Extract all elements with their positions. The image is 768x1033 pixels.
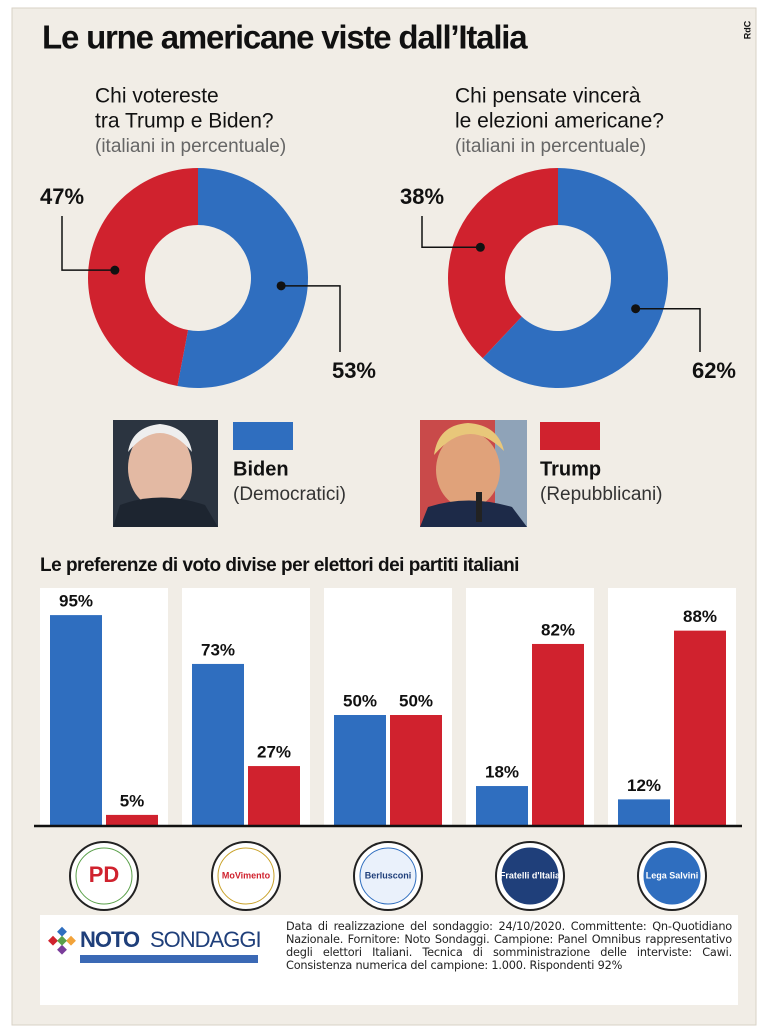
pie-subtitle: (italiani in percentuale) xyxy=(455,136,646,157)
legend-swatch xyxy=(233,422,293,450)
footer-note: Data di realizzazione del sondaggio: 24/… xyxy=(286,920,732,972)
legend-party: (Repubblicani) xyxy=(540,484,663,505)
bar-label: 50% xyxy=(399,691,433,710)
bar-label: 27% xyxy=(257,743,291,762)
bar xyxy=(50,615,102,826)
slice-label: 53% xyxy=(332,358,376,383)
bar-label: 5% xyxy=(120,791,145,810)
trump-photo xyxy=(420,420,527,527)
party-name: MoVimento xyxy=(222,870,271,880)
pie-title: tra Trump e Biden? xyxy=(95,110,274,133)
slice-label: 47% xyxy=(40,184,84,209)
bar-label: 73% xyxy=(201,640,235,659)
legend-name: Trump xyxy=(540,458,601,480)
bar xyxy=(674,630,726,826)
bar-label: 88% xyxy=(683,607,717,626)
leader-line xyxy=(421,216,481,249)
legend-party: (Democratici) xyxy=(233,484,346,505)
bar xyxy=(532,643,584,826)
donut-slice xyxy=(482,168,669,388)
pie-subtitle: (italiani in percentuale) xyxy=(95,136,286,157)
leader-line xyxy=(281,285,341,352)
party-logo-inner xyxy=(217,847,275,905)
pie-title: le elezioni americane? xyxy=(455,110,664,133)
leader-dot xyxy=(276,281,286,291)
leader-dot xyxy=(110,265,120,275)
bar-title: Le preferenze di voto divise per elettor… xyxy=(40,555,519,576)
leader-dot xyxy=(475,242,485,252)
bar-label: 50% xyxy=(343,691,377,710)
bar xyxy=(248,766,300,826)
party-name: Fratelli d'Italia xyxy=(500,870,561,880)
logo-noto: NOTO xyxy=(80,927,140,952)
party-logo-inner xyxy=(643,847,701,905)
party-logo-inner xyxy=(501,847,559,905)
bar xyxy=(334,715,386,826)
party-name: PD xyxy=(89,862,120,887)
party-name: Lega Salvini xyxy=(646,870,699,880)
leader-dot xyxy=(631,304,641,314)
pie-title: Chi votereste xyxy=(95,85,219,108)
bar-label: 82% xyxy=(541,620,575,639)
bar xyxy=(476,786,528,826)
party-name: Berlusconi xyxy=(365,870,412,880)
party-logo-inner xyxy=(359,847,417,905)
slice-label: 38% xyxy=(400,184,444,209)
donut-slice xyxy=(448,168,558,359)
bar xyxy=(618,799,670,826)
logo-sondaggi: SONDAGGI xyxy=(150,927,261,952)
bar-label: 95% xyxy=(59,592,93,611)
donut-slice xyxy=(177,168,309,388)
leader-line xyxy=(635,307,701,352)
bar xyxy=(106,814,158,826)
leader-line xyxy=(61,216,115,271)
bar-label: 12% xyxy=(627,776,661,795)
main-title: Le urne americane viste dall’Italia xyxy=(42,19,528,56)
credit: RdC xyxy=(742,20,752,39)
legend-swatch xyxy=(540,422,600,450)
pie-title: Chi pensate vincerà xyxy=(455,85,641,108)
biden-photo xyxy=(113,420,218,527)
party-logo-inner xyxy=(75,847,133,905)
bar-label: 18% xyxy=(485,763,519,782)
donut-slice xyxy=(88,168,198,387)
bar xyxy=(390,715,442,826)
logo-bar xyxy=(80,955,258,963)
slice-label: 62% xyxy=(692,358,736,383)
bar xyxy=(192,663,244,826)
legend-name: Biden xyxy=(233,458,289,480)
